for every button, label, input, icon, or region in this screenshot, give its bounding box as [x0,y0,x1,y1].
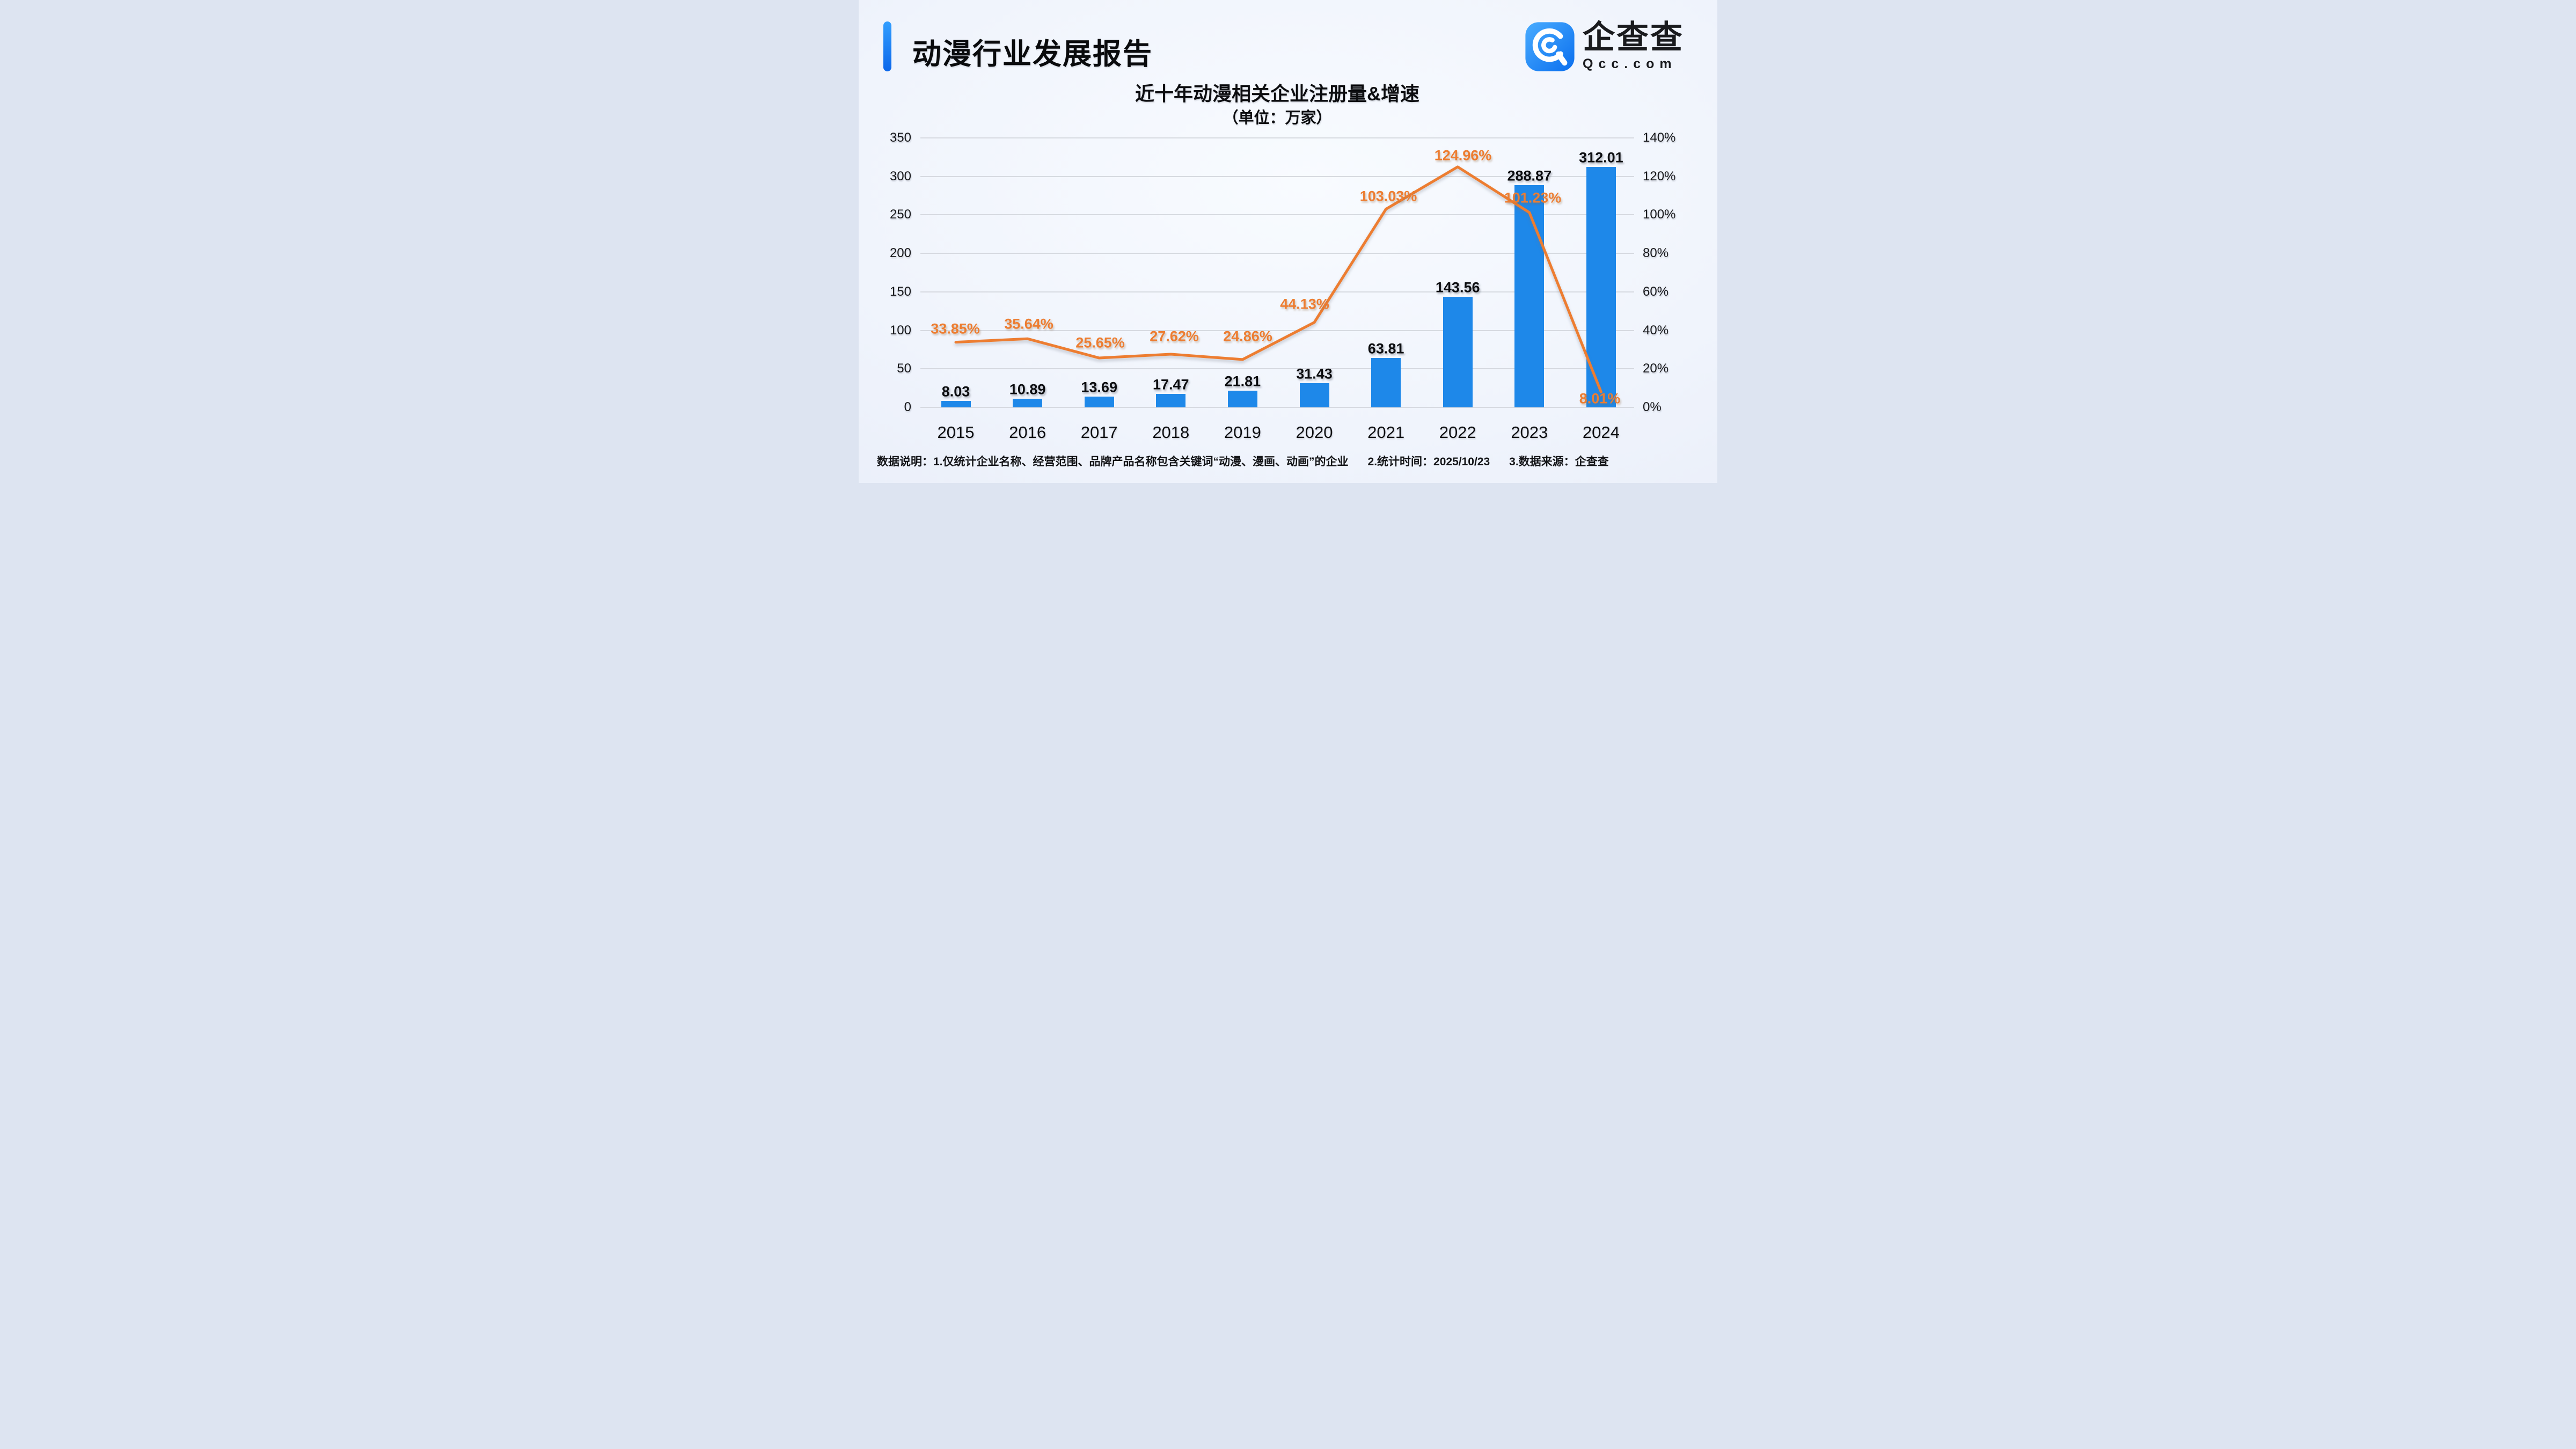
x-axis-label-2020: 2020 [1296,423,1333,442]
gridline [920,291,1634,292]
bar-2015 [941,401,971,407]
growth-label-2018: 27.62% [1150,328,1199,345]
x-axis-label-2015: 2015 [937,423,975,442]
growth-label-2022: 124.96% [1434,147,1492,164]
bar-2021 [1371,358,1401,407]
footnote-date: 2.统计时间：2025/10/23 [1367,456,1490,468]
axis-tick-left: 350 [889,130,911,145]
axis-tick-right: 0% [1643,400,1662,414]
growth-label-2016: 35.64% [1004,316,1053,332]
x-axis-label-2021: 2021 [1367,423,1405,442]
footnote-source: 3.数据来源：企查查 [1509,456,1609,468]
bar-value-label: 63.81 [1367,340,1404,357]
axis-tick-left: 50 [897,361,911,376]
axis-tick-left: 200 [889,246,911,261]
bar-value-label: 21.81 [1224,373,1261,390]
qcc-logo-domain: Qcc.com [1583,56,1677,71]
x-axis-label-2016: 2016 [1009,423,1046,442]
qcc-logo-name: 企查查 [1583,19,1684,55]
title-accent-bar [883,21,891,71]
bar-2023 [1514,185,1545,407]
gridline [920,175,1634,177]
growth-label-2024: 8.01% [1579,390,1621,407]
axis-tick-right: 140% [1643,130,1676,145]
axis-tick-right: 40% [1643,323,1669,338]
bar-value-label: 10.89 [1009,381,1046,398]
page-title: 动漫行业发展报告 [912,38,1153,70]
growth-line [954,165,1602,393]
x-axis-label-2024: 2024 [1582,423,1620,442]
qcc-logo-icon [1525,21,1575,71]
header: 动漫行业发展报告 企查查 Qcc.com [859,0,1717,80]
bar-2018 [1156,393,1186,407]
growth-label-2019: 24.86% [1223,328,1272,345]
x-axis-label-2023: 2023 [1511,423,1548,442]
gridline [920,407,1634,408]
chart-subtitle: （单位：万家） [1223,109,1332,127]
axis-tick-right: 20% [1643,361,1669,376]
gridline [920,368,1634,370]
gridline [920,330,1634,331]
bar-2022 [1443,297,1473,407]
x-axis-label-2018: 2018 [1152,423,1190,442]
bar-value-label: 312.01 [1579,149,1623,166]
x-axis-label-2017: 2017 [1080,423,1118,442]
bar-value-label: 288.87 [1507,167,1552,184]
axis-tick-left: 100 [889,323,911,338]
qcc-logo-text: 企查查 Qcc.com [1583,21,1684,72]
bar-2019 [1227,390,1257,407]
chart-title: 近十年动漫相关企业注册量&增速 [1135,83,1419,105]
axis-tick-left: 150 [889,284,911,299]
bar-value-label: 143.56 [1435,279,1480,296]
bar-2016 [1013,399,1043,407]
footnote: 数据说明：1.仅统计企业名称、经营范围、品牌产品名称包含关键词“动漫、漫画、动画… [877,453,1609,469]
axis-tick-right: 80% [1643,246,1669,261]
bar-value-label: 31.43 [1296,365,1333,382]
growth-label-2015: 33.85% [931,320,980,337]
axis-tick-left: 300 [889,169,911,184]
footnote-scope: 数据说明：1.仅统计企业名称、经营范围、品牌产品名称包含关键词“动漫、漫画、动画… [877,456,1349,468]
growth-label-2017: 25.65% [1075,334,1125,351]
growth-label-2020: 44.13% [1280,296,1329,312]
bar-2017 [1084,397,1114,407]
growth-label-2021: 103.03% [1359,188,1417,204]
gridline [920,253,1634,254]
plot-area: 350 140% 300 120% 250 100% 200 80% 150 60% 100 40% 5… [859,0,1717,483]
axis-tick-right: 60% [1643,284,1669,299]
axis-tick-right: 100% [1643,207,1676,222]
bar-value-label: 8.03 [941,383,970,400]
growth-label-2023: 101.23% [1504,189,1562,206]
axis-tick-right: 120% [1643,169,1676,184]
gridline [920,214,1634,216]
bar-value-label: 13.69 [1081,379,1117,396]
infographic-canvas: 动漫行业发展报告 企查查 Qcc.com 近十年动漫相关企业注册量&增速 （单位… [859,0,1717,483]
bar-2020 [1299,383,1329,407]
x-axis-label-2022: 2022 [1439,423,1476,442]
growth-line-chart [954,165,1602,393]
axis-tick-left: 0 [904,400,911,414]
bar-value-label: 17.47 [1153,376,1189,393]
qcc-logo: 企查查 Qcc.com [1525,21,1684,72]
axis-tick-left: 250 [889,207,911,222]
x-axis-label-2019: 2019 [1224,423,1261,442]
gridline [920,137,1634,138]
